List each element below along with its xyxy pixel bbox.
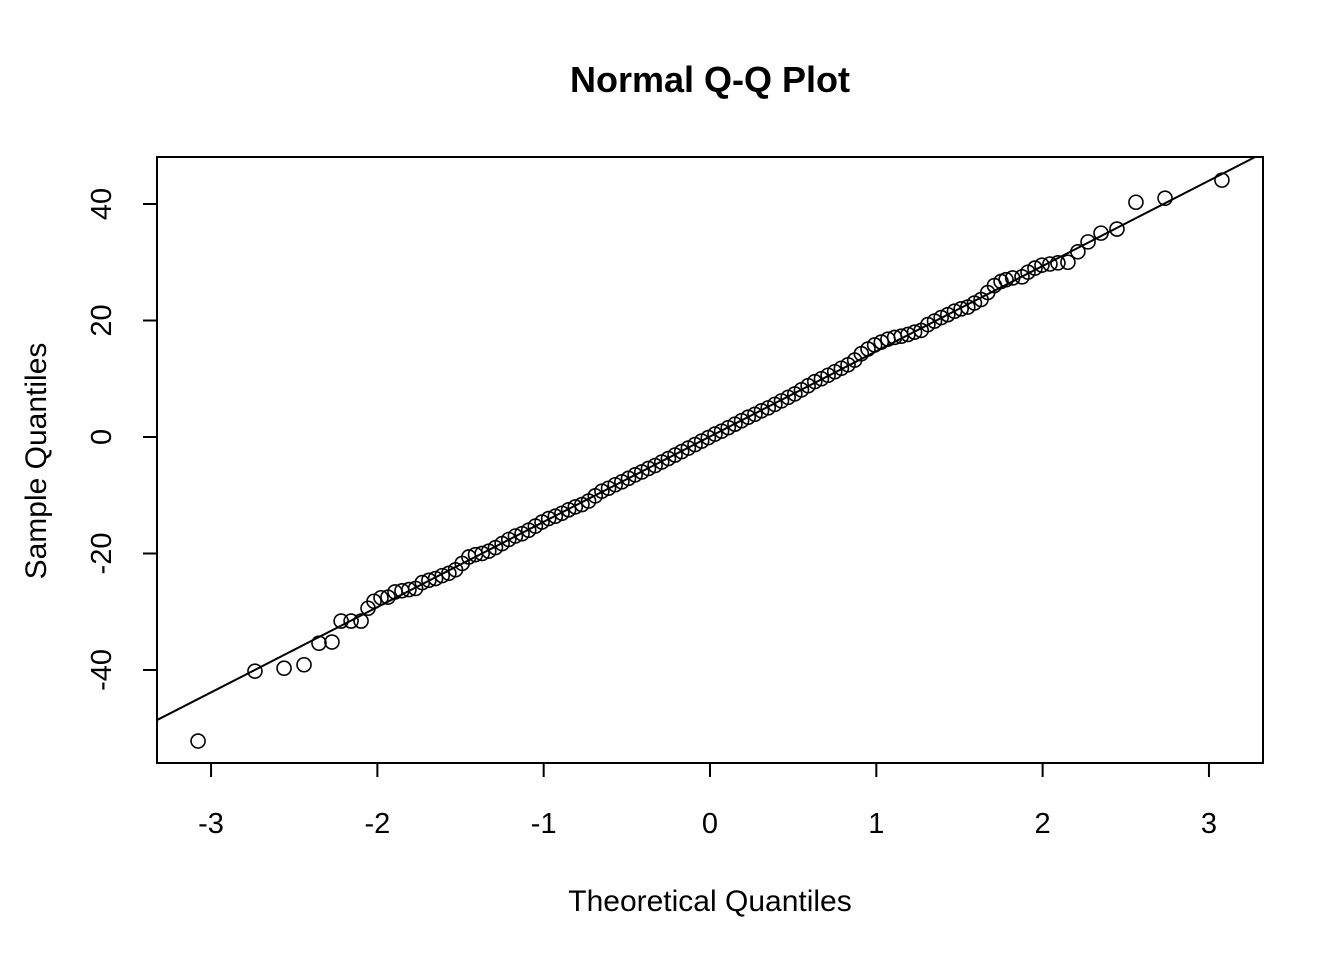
point <box>567 499 584 515</box>
point <box>1042 256 1058 272</box>
point <box>953 301 969 317</box>
point <box>427 570 444 587</box>
point <box>421 572 437 589</box>
point <box>753 402 770 419</box>
point <box>1080 234 1096 250</box>
y-tick-label: -20 <box>86 533 118 575</box>
point <box>707 426 723 442</box>
point <box>906 324 923 340</box>
point <box>547 508 564 525</box>
point <box>1128 194 1144 211</box>
point <box>343 613 359 629</box>
point <box>806 373 823 390</box>
x-tick-label: 1 <box>868 808 884 840</box>
point <box>1214 172 1230 188</box>
point <box>998 271 1014 288</box>
point <box>594 483 610 499</box>
point <box>1060 254 1076 271</box>
plot-frame <box>156 156 1264 764</box>
point <box>1070 243 1086 260</box>
point <box>640 460 657 477</box>
y-tick-label: 0 <box>86 429 118 445</box>
point <box>333 613 349 629</box>
point <box>866 337 883 353</box>
reference-line <box>157 157 1258 721</box>
point <box>1027 260 1043 276</box>
point <box>366 593 382 610</box>
point <box>1109 221 1125 237</box>
point <box>296 656 312 673</box>
point <box>276 660 292 677</box>
point <box>507 528 524 544</box>
point <box>873 334 890 350</box>
x-tick-label: 0 <box>702 808 718 840</box>
point <box>1050 255 1066 271</box>
x-tick-label: -1 <box>531 808 557 840</box>
x-axis-label: Theoretical Quantiles <box>568 885 851 918</box>
point <box>434 567 451 584</box>
x-tick-label: -2 <box>364 808 390 840</box>
y-tick-label: 40 <box>86 188 118 220</box>
point <box>373 589 389 606</box>
point <box>607 476 624 493</box>
x-tick-label: 2 <box>1035 808 1051 840</box>
point <box>190 733 206 749</box>
y-axis-label: Sample Quantiles <box>20 343 53 580</box>
point <box>933 309 949 326</box>
chart-title: Normal Q-Q Plot <box>570 59 850 100</box>
point <box>1034 257 1050 273</box>
point <box>401 581 417 598</box>
point <box>740 409 757 425</box>
point <box>353 613 369 629</box>
x-tick-label: 3 <box>1201 808 1217 840</box>
y-tick-label: 20 <box>86 304 118 336</box>
point <box>311 635 327 651</box>
point <box>540 510 557 527</box>
point <box>627 467 643 483</box>
point <box>247 663 263 679</box>
x-tick-label: -3 <box>198 808 224 840</box>
point <box>474 545 490 562</box>
point <box>1157 190 1173 206</box>
point <box>560 502 577 518</box>
point <box>1004 270 1021 286</box>
y-tick-label: -40 <box>86 649 118 691</box>
point <box>1093 225 1109 241</box>
point <box>324 634 340 650</box>
